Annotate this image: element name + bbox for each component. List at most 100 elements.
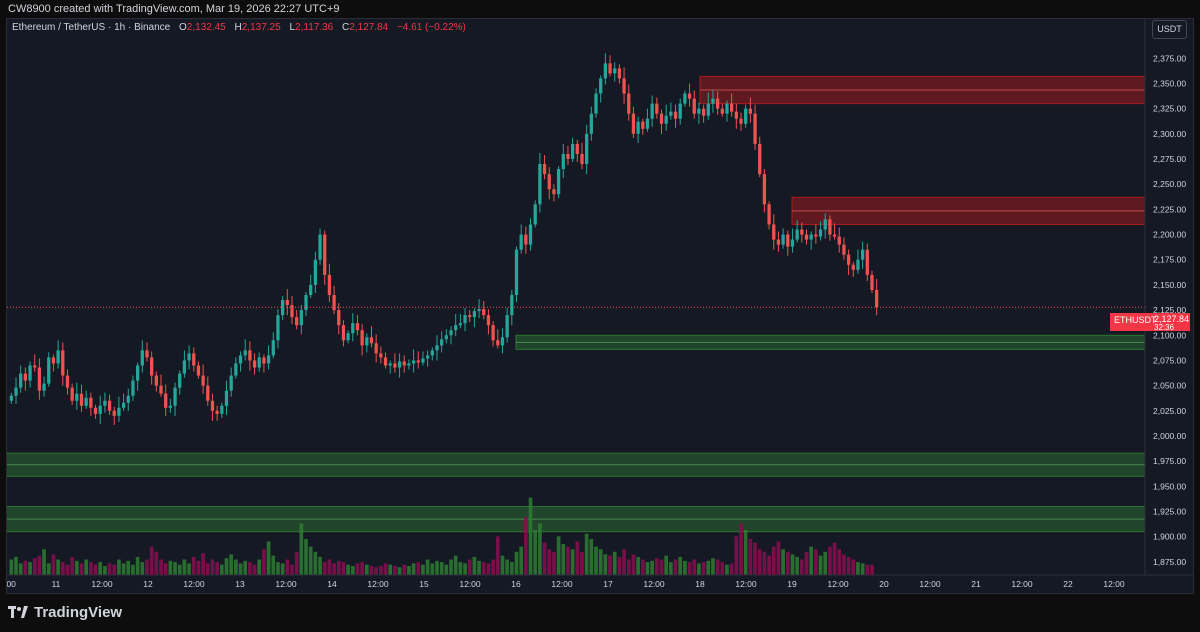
candle-body (159, 385, 163, 394)
candle-body (42, 383, 46, 391)
change-value: −4.61 (−0.22%) (396, 22, 466, 33)
volume-bar (645, 562, 650, 575)
volume-bar (276, 562, 280, 575)
volume-bar (697, 563, 701, 575)
volume-bar (669, 562, 673, 575)
volume-bar (182, 559, 187, 575)
x-tick-label: 12:00 (275, 579, 297, 589)
volume-bar (748, 538, 753, 575)
volume-bar (533, 529, 538, 575)
candle-body (627, 93, 631, 114)
volume-bar (832, 542, 837, 575)
volume-bar (393, 565, 397, 575)
candle-body (659, 113, 664, 124)
y-tick-label: 2,025.00 (1153, 406, 1186, 416)
candle-body (61, 350, 65, 376)
volume-bar (743, 529, 748, 575)
tradingview-logo[interactable]: TradingView (8, 602, 122, 622)
candle-body (533, 204, 537, 225)
volume-bar (257, 559, 262, 575)
candle-body (566, 153, 570, 160)
volume-bar (308, 546, 313, 575)
volume-bar (776, 541, 781, 575)
volume-bar (514, 551, 519, 575)
volume-bar (332, 563, 336, 575)
volume-bar (477, 560, 481, 575)
candle-body (800, 229, 804, 235)
candle-body (196, 365, 201, 376)
volume-bar (416, 562, 421, 575)
volume-bar (187, 563, 191, 575)
candle-body (355, 323, 360, 331)
candle-body (528, 224, 533, 245)
x-tick-label: 12:00 (1103, 579, 1125, 589)
volume-bar (229, 554, 234, 575)
volume-bar (290, 564, 294, 575)
candle-body (636, 121, 640, 134)
volume-bar (121, 563, 126, 575)
volume-bar (528, 497, 533, 575)
x-tick-label: 12:00 (919, 579, 941, 589)
chart-panel[interactable]: 2,400.002,375.002,350.002,325.002,300.00… (6, 18, 1194, 594)
x-tick-label: 14 (327, 579, 337, 589)
price-chart[interactable]: 2,400.002,375.002,350.002,325.002,300.00… (7, 19, 1193, 593)
candle-body (744, 108, 748, 124)
close-label: C (342, 22, 350, 33)
candle-body (112, 410, 116, 416)
volume-bar (762, 551, 767, 575)
volume-bar (683, 560, 687, 575)
candle-body (407, 363, 411, 366)
currency-button[interactable]: USDT (1152, 20, 1187, 39)
x-tick-label: 12:00 (367, 579, 389, 589)
candle-body (739, 118, 743, 124)
candle-body (383, 357, 388, 366)
volume-bar (575, 541, 580, 575)
candle-body (416, 360, 420, 363)
price-axis[interactable] (1145, 19, 1193, 593)
volume-bar (678, 556, 683, 575)
candle-body (187, 353, 191, 361)
volume-bar (851, 559, 856, 575)
volume-bar (439, 562, 444, 575)
volume-bar (631, 554, 636, 575)
x-tick-label: 13 (235, 579, 245, 589)
volume-bar (271, 555, 276, 575)
volume-bar (379, 565, 383, 575)
y-tick-label: 1,925.00 (1153, 507, 1186, 517)
candle-body (748, 108, 753, 114)
candle-body (795, 229, 799, 240)
y-tick-label: 2,150.00 (1153, 280, 1186, 290)
candle-body (758, 143, 762, 175)
volume-bar (673, 559, 678, 575)
volume-bar (491, 559, 495, 575)
volume-bar (598, 549, 603, 575)
volume-bar (556, 536, 561, 575)
candle-body (238, 355, 243, 364)
candle-body (89, 397, 93, 408)
volume-bar (753, 542, 757, 575)
volume-bar (56, 559, 60, 575)
candle-body (486, 315, 491, 326)
candle-body (790, 239, 795, 247)
candle-body (725, 103, 729, 114)
volume-bar (23, 560, 28, 575)
candle-body (458, 323, 463, 326)
volume-bar (262, 549, 266, 575)
volume-bar (65, 564, 70, 575)
low-value: 2,117.36 (295, 22, 334, 33)
candle-body (463, 315, 467, 324)
volume-bar (519, 546, 524, 575)
volume-bar (421, 564, 425, 575)
volume-bar (701, 562, 706, 575)
x-tick-label: 17 (603, 579, 613, 589)
volume-bar (706, 560, 711, 575)
y-tick-label: 1,875.00 (1153, 557, 1186, 567)
volume-bar (505, 559, 509, 575)
symbol-name[interactable]: Ethereum / TetherUS · 1h · Binance (12, 22, 171, 33)
volume-bar (32, 558, 37, 575)
candle-body (491, 325, 495, 341)
y-tick-label: 2,325.00 (1153, 104, 1186, 114)
x-tick-label: 11 (52, 579, 61, 589)
candle-body (243, 350, 247, 356)
volume-bar (313, 551, 318, 575)
